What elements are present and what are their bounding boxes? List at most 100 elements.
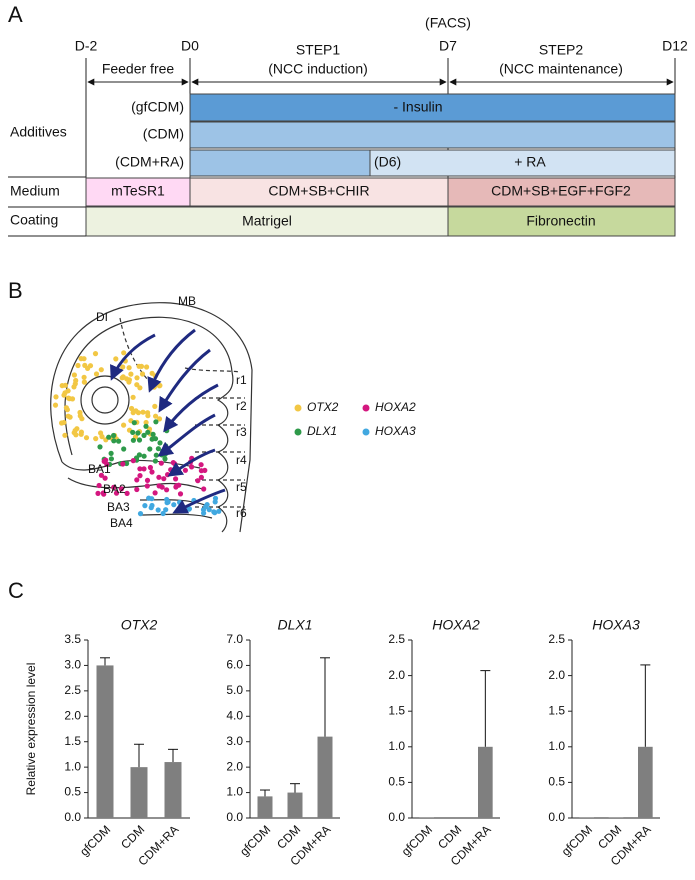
bar	[419, 817, 434, 818]
bar	[257, 796, 273, 818]
y-tick-label: 2.5	[64, 683, 81, 697]
panel-label: B	[8, 278, 23, 303]
d6-label: (D6)	[374, 154, 401, 170]
dot	[120, 374, 126, 380]
dot	[130, 437, 136, 443]
y-tick-label: 2.5	[548, 632, 565, 646]
dot	[143, 423, 149, 429]
step-title: STEP2	[539, 42, 584, 58]
y-tick-label: 2.0	[548, 668, 565, 682]
medium: CDM+SB+EGF+FGF2	[491, 183, 631, 199]
dot	[147, 446, 153, 452]
day-label: D0	[181, 38, 199, 54]
dot	[71, 430, 77, 436]
bar	[287, 792, 303, 818]
dot	[97, 444, 103, 450]
dot	[198, 462, 204, 468]
dot	[67, 414, 73, 420]
chart-title: OTX2	[121, 617, 158, 633]
bar	[478, 746, 493, 818]
dot	[53, 394, 59, 400]
dot	[162, 456, 168, 462]
dot	[102, 475, 108, 481]
dot	[160, 510, 166, 517]
dot	[116, 438, 122, 444]
dot	[149, 436, 155, 442]
dot	[153, 413, 159, 419]
dot	[171, 502, 177, 508]
dot	[131, 420, 137, 426]
bar	[164, 762, 182, 818]
dot	[153, 419, 159, 425]
dot	[211, 509, 217, 515]
y-tick-label: 4.0	[226, 708, 243, 722]
dot	[198, 474, 204, 480]
dot	[120, 461, 126, 467]
dot	[106, 434, 112, 440]
dot	[206, 507, 212, 513]
coating-label: Coating	[10, 212, 58, 228]
dot	[156, 474, 162, 480]
dot	[61, 392, 67, 398]
dot	[144, 364, 150, 370]
dot	[182, 467, 188, 473]
dot	[124, 460, 130, 467]
dot	[155, 446, 161, 452]
dot	[134, 486, 140, 493]
dot	[65, 395, 72, 401]
dot	[118, 486, 124, 492]
bar	[130, 767, 148, 818]
dot	[121, 446, 127, 452]
legend-label: OTX2	[307, 400, 339, 414]
rhombomere-label: r2	[236, 399, 247, 413]
dot	[83, 435, 90, 441]
dot	[141, 432, 147, 438]
step-title: STEP1	[296, 42, 341, 58]
dot	[195, 478, 201, 484]
dot	[74, 426, 80, 432]
dot	[137, 473, 143, 479]
dot	[101, 491, 107, 497]
dot	[137, 385, 143, 391]
y-tick-label: 0.5	[548, 775, 565, 789]
dot	[113, 356, 119, 362]
medium: CDM+SB+CHIR	[268, 183, 369, 199]
y-tick-label: 1.5	[388, 703, 405, 717]
panel-label: A	[8, 2, 23, 27]
bar	[317, 736, 333, 818]
medium-label: Medium	[10, 183, 60, 199]
legend-label: DLX1	[307, 424, 337, 438]
dot	[134, 375, 140, 381]
dot	[174, 483, 180, 489]
dot	[77, 413, 83, 419]
dot	[52, 402, 59, 408]
dot	[146, 495, 152, 501]
dot	[111, 432, 117, 439]
dot	[156, 483, 162, 489]
y-tick-label: 2.0	[388, 668, 405, 682]
y-tick-label: 2.0	[226, 759, 243, 773]
dot	[93, 371, 100, 377]
legend-swatch	[362, 428, 370, 436]
dot	[148, 505, 154, 511]
dot	[130, 429, 136, 435]
condition-label: (gfCDM)	[131, 99, 184, 115]
dot	[96, 482, 102, 489]
step-subtitle: (NCC maintenance)	[499, 61, 623, 77]
legend-label: HOXA3	[375, 424, 416, 438]
dot	[81, 374, 87, 380]
dot	[157, 382, 163, 389]
dot	[149, 469, 155, 475]
dot	[134, 477, 140, 483]
panel-label: C	[8, 578, 24, 603]
x-tick-label: gfCDM	[399, 822, 435, 858]
dot	[72, 381, 78, 387]
arch-label: BA2	[103, 482, 126, 496]
condition-label: (CDM)	[143, 126, 184, 142]
chart-title: HOXA3	[592, 617, 640, 633]
dot	[147, 464, 153, 471]
bar	[96, 665, 114, 818]
legend-swatch	[294, 404, 302, 412]
dot	[212, 495, 219, 501]
dot	[173, 476, 179, 482]
